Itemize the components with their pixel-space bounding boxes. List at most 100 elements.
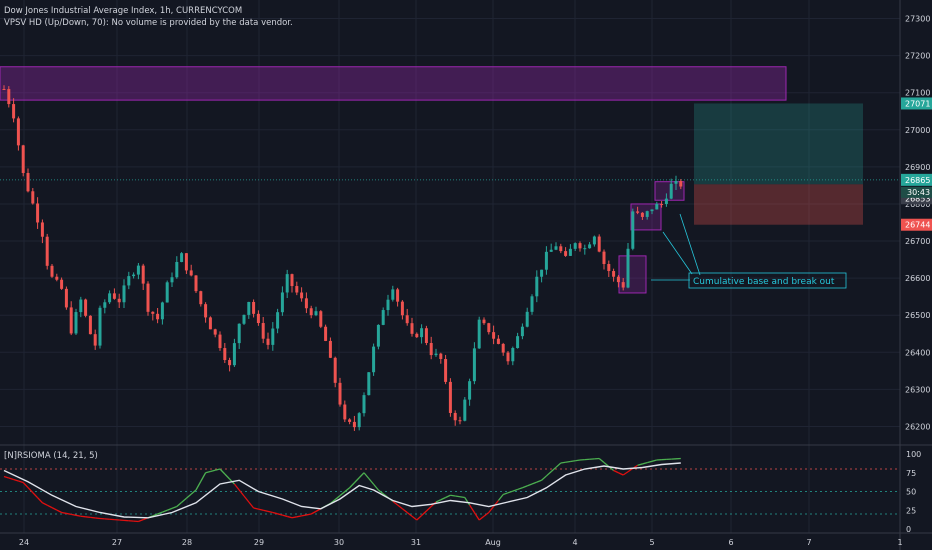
candle-body — [511, 348, 515, 362]
base-zone[interactable] — [618, 255, 647, 294]
candle-body — [122, 285, 126, 303]
candle-body — [501, 343, 505, 353]
base-zone[interactable] — [654, 181, 685, 201]
price-tick-label: 27200 — [905, 52, 930, 61]
stop-price-tag-bg — [901, 218, 932, 231]
candle-body — [568, 248, 572, 256]
candle-body — [472, 348, 476, 382]
candle-body — [324, 326, 328, 341]
target-zone[interactable] — [694, 103, 863, 185]
rsi-line-segment — [200, 472, 207, 482]
rsi-line-segment — [205, 470, 211, 474]
rsi-line-segment — [344, 487, 351, 493]
rsi-line-segment — [618, 472, 624, 476]
rsi-line-segment — [425, 506, 432, 512]
candle-body — [204, 304, 208, 318]
rsi-line-segment — [497, 494, 504, 501]
price-tick-label: 27000 — [905, 126, 930, 135]
candle-body — [132, 274, 136, 277]
candle-body — [669, 183, 673, 199]
candle-body — [276, 312, 280, 329]
rsi-line-segment — [613, 469, 619, 474]
rsi-line-segment — [27, 487, 34, 494]
candle-body — [664, 198, 668, 204]
candle-body — [45, 236, 49, 266]
candle-body — [592, 236, 596, 245]
price-tick-label: 26700 — [905, 237, 930, 246]
candle-body — [386, 299, 390, 311]
rsi-line-segment — [291, 516, 297, 519]
rsi-line-segment — [210, 469, 216, 473]
candle-body — [333, 357, 337, 383]
rsi-line-segment — [181, 497, 187, 503]
candle-body — [64, 288, 68, 308]
candle-body — [535, 276, 539, 297]
resistance-zone[interactable] — [0, 66, 787, 101]
candle-body — [98, 307, 102, 346]
rsi-line-segment — [483, 511, 490, 517]
candle-body — [588, 244, 592, 249]
rsi-line-segment — [61, 511, 67, 515]
candle-body — [405, 315, 409, 324]
candle-body — [381, 310, 385, 325]
rsi-line-segment — [440, 496, 446, 501]
candle-body — [352, 421, 356, 428]
rsi-line-segment — [377, 489, 384, 495]
candle-body — [84, 299, 88, 316]
rsi-line-segment — [66, 512, 72, 516]
rsi-line-segment — [253, 507, 259, 510]
rsi-line-segment — [570, 460, 576, 463]
candle-body — [21, 145, 25, 174]
annotation-callout[interactable]: Cumulative base and break out — [651, 213, 847, 289]
rsi-line-segment — [363, 472, 370, 479]
price-axis[interactable]: 27300 27200 27100 27000 26900 26800 26700 26600… — [901, 15, 932, 432]
rsi-line-segment — [152, 513, 158, 517]
time-tick-label: 7 — [806, 538, 811, 547]
rsi-line-segment — [272, 511, 278, 515]
rsi-line-segment — [406, 511, 413, 517]
candle-body — [415, 333, 419, 338]
rsi-line-segment — [565, 460, 571, 463]
rsi-line-segment — [512, 488, 518, 492]
candle-body — [616, 276, 620, 283]
rsi-line-segment — [233, 483, 240, 491]
candle-body — [256, 313, 260, 324]
time-tick-label: 29 — [254, 538, 264, 547]
candle-body — [559, 246, 563, 252]
stop-price-tag: 26744 — [905, 221, 930, 230]
oscillator-tick-label: 25 — [906, 506, 916, 515]
candle-body — [650, 209, 654, 212]
candle-body — [189, 270, 193, 276]
rsi-line-segment — [603, 462, 610, 467]
rsi-line-segment — [435, 499, 442, 503]
candle-body — [674, 181, 678, 184]
rsi-line-segment — [306, 513, 312, 516]
annotation-text: Cumulative base and break out — [693, 277, 835, 287]
candle-body — [232, 343, 236, 366]
drawing-zones[interactable] — [0, 66, 787, 294]
long-position-tool[interactable] — [0, 103, 900, 225]
candle-body — [156, 313, 160, 320]
rsi-line-segment — [368, 478, 375, 485]
price-tick-label: 26500 — [905, 311, 930, 320]
candle-body — [357, 413, 361, 428]
rsi-line-segment — [90, 516, 96, 519]
candle-body — [453, 412, 457, 421]
candle-body — [424, 328, 428, 343]
rsi-line-segment — [522, 485, 528, 489]
rsi-line-segment — [56, 509, 62, 514]
time-axis[interactable]: 24 27 28 29 30 31 Aug 4 5 6 7 1 — [19, 538, 903, 547]
candle-body — [540, 269, 544, 277]
candle-body — [612, 271, 616, 277]
candle-body — [55, 276, 59, 280]
candle-body — [362, 395, 366, 414]
candle-body — [530, 296, 534, 312]
annotation-leader — [679, 213, 701, 276]
stop-zone[interactable] — [694, 184, 863, 225]
time-tick-label: 4 — [572, 538, 577, 547]
rsi-line-segment — [219, 468, 226, 475]
rsi-line-segment — [263, 509, 269, 513]
candle-body — [151, 311, 155, 314]
candle-body — [429, 342, 433, 356]
